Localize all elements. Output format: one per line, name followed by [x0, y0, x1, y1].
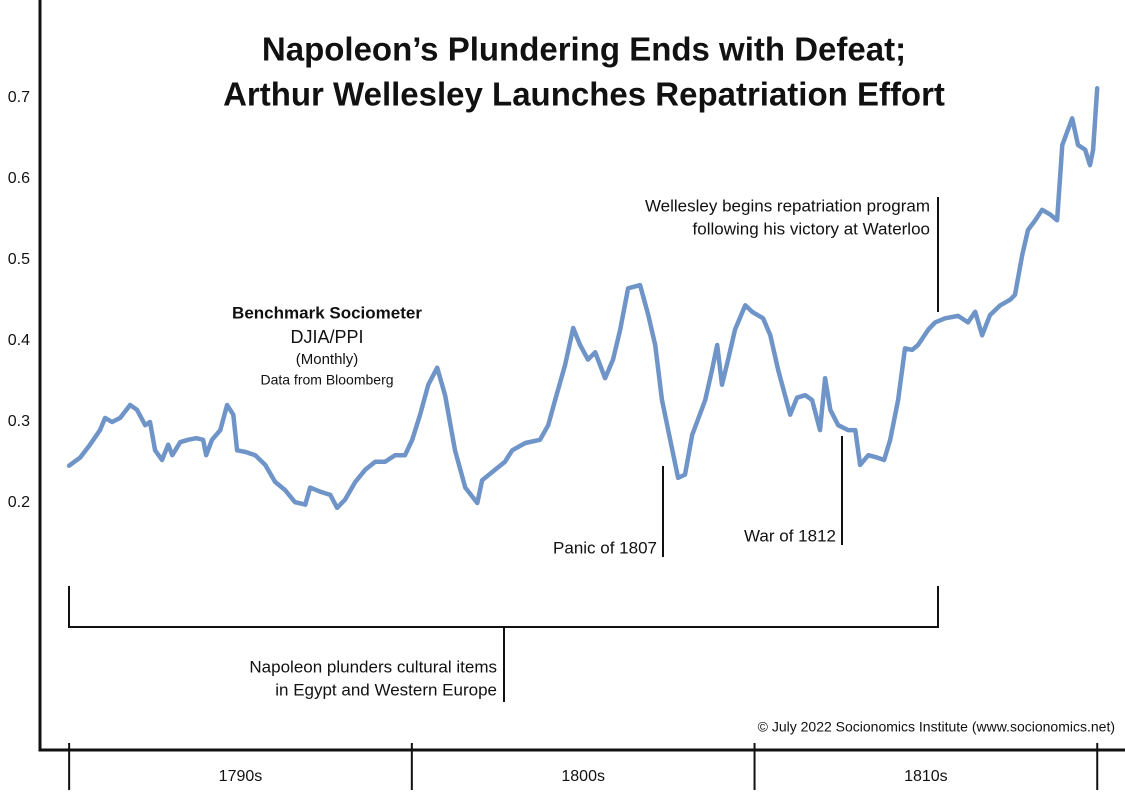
y-tick-label: 0.5 [8, 251, 30, 268]
legend-box-title: Benchmark Sociometer [232, 303, 422, 322]
y-tick-label: 0.4 [8, 332, 30, 349]
annotation: in Egypt and Western Europe [275, 680, 497, 699]
y-tick-label: 0.6 [8, 170, 30, 187]
legend-box-text: (Monthly) [296, 351, 359, 368]
annotation-bracket [68, 586, 939, 702]
legend-box-text: Data from Bloomberg [260, 372, 393, 388]
annotation: War of 1812 [744, 526, 836, 545]
x-band-label: 1810s [904, 768, 948, 785]
axis-frame [38, 0, 1125, 752]
data-line [66, 86, 1100, 511]
chart-title: Napoleon’s Plundering Ends with Defeat; [262, 31, 906, 68]
annotation: Napoleon plunders cultural items [249, 657, 497, 676]
y-tick-label: 0.3 [8, 413, 30, 430]
y-tick-label: 0.7 [8, 89, 30, 106]
credit: © July 2022 Socionomics Institute (www.s… [758, 719, 1115, 735]
x-band-label: 1790s [219, 768, 263, 785]
annotation: Panic of 1807 [553, 538, 657, 557]
x-band-label: 1800s [561, 768, 605, 785]
chart-title: Arthur Wellesley Launches Repatriation E… [223, 76, 945, 113]
y-tick-label: 0.2 [8, 494, 30, 511]
annotation: following his victory at Waterloo [693, 219, 930, 238]
legend-box-text: DJIA/PPI [290, 327, 363, 347]
annotation: Wellesley begins repatriation program [645, 196, 930, 215]
